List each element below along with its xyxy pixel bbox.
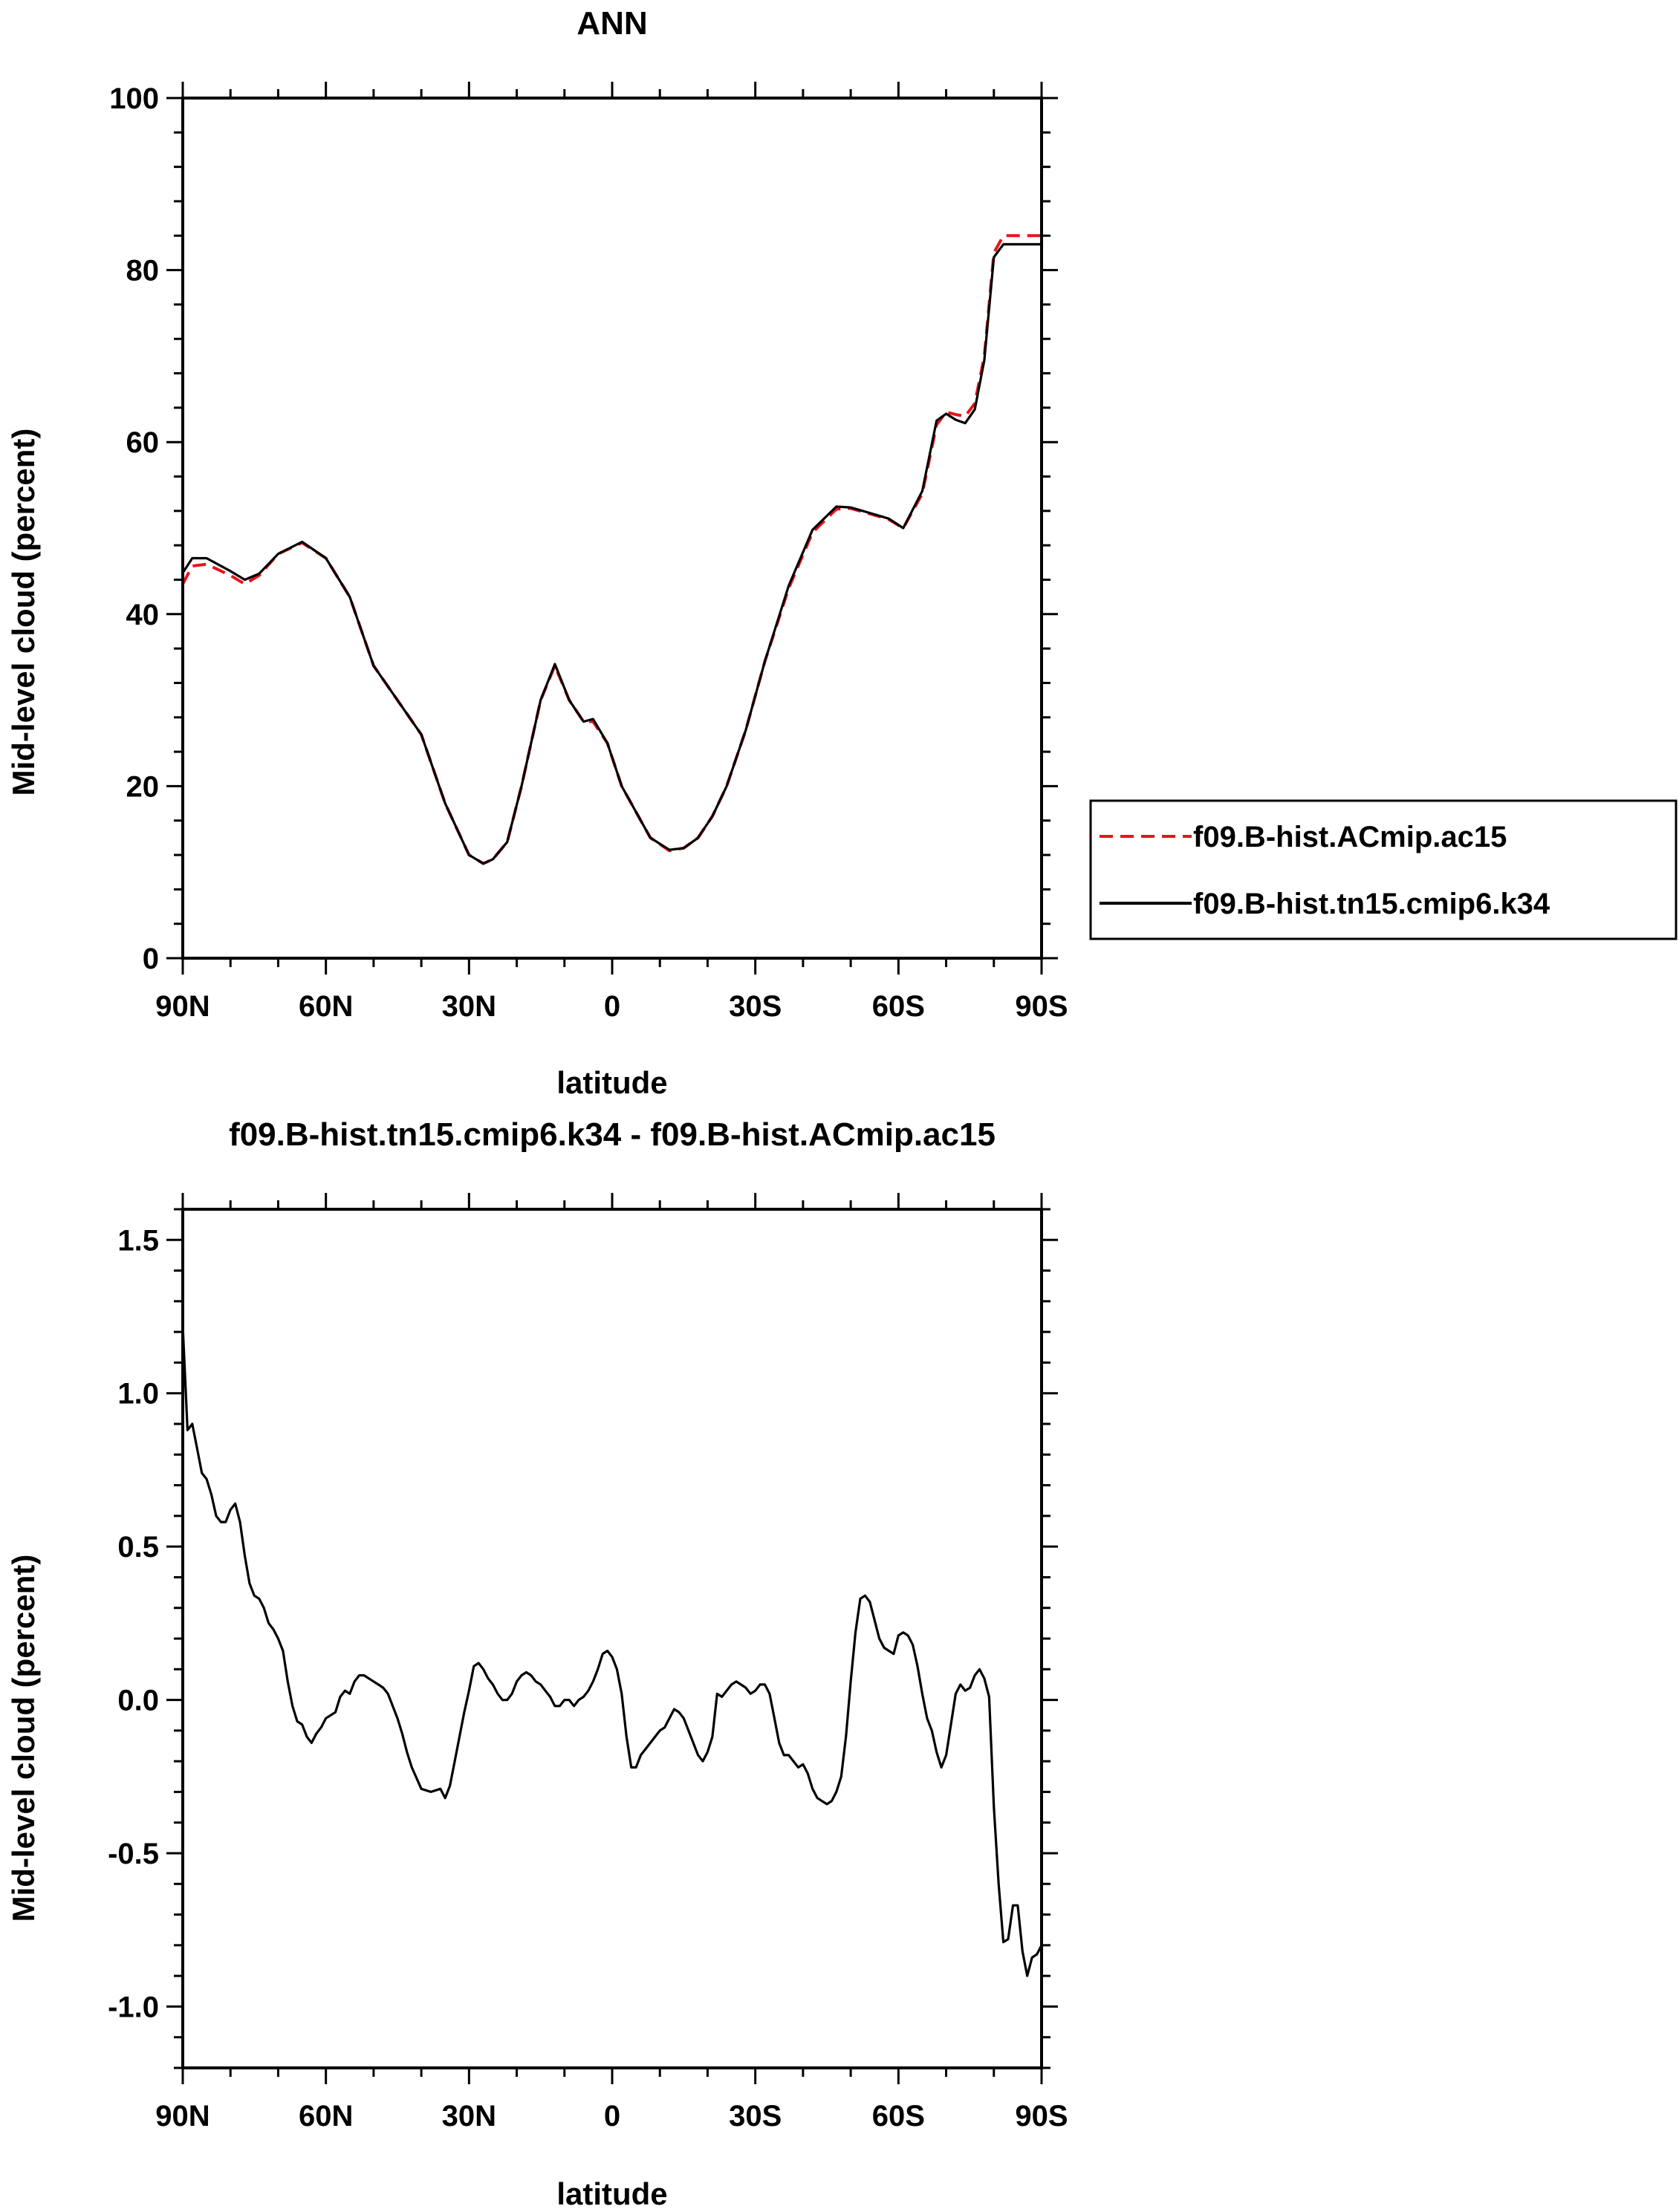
bottom-chart-ylabel: Mid-level cloud (percent) (6, 1555, 41, 1922)
x-tick-label: 30S (729, 990, 782, 1023)
top-chart-legend: f09.B-hist.ACmip.ac15 f09.B-hist.tn15.cm… (1089, 799, 1678, 940)
x-tick-label: 60N (299, 990, 353, 1023)
y-tick-label: 0.5 (117, 1531, 159, 1564)
bottom-chart-tick-labels: 90N 60N 30N 0 30S 60S 90S -1.0 -0.5 0.0 0.5 1.0 1.5 (108, 1224, 1068, 2133)
top-chart-series (181, 234, 1042, 865)
legend-label-acmip: f09.B-hist.ACmip.ac15 (1193, 821, 1507, 853)
x-tick-label: 90S (1015, 990, 1068, 1023)
bottom-chart-series (181, 1325, 1043, 1977)
x-tick-label: 60S (872, 990, 925, 1023)
top-chart-ticks (166, 82, 1058, 975)
series-line-f09-b-hist-tn15-cmip6-k34-f09-b-hist-acmip-ac15 (181, 1325, 1043, 1977)
x-tick-label: 90S (1015, 2100, 1068, 2133)
x-tick-label: 0 (604, 990, 620, 1023)
top-chart-xlabel: latitude (556, 1065, 667, 1100)
x-tick-label: 90N (155, 990, 210, 1023)
bottom-chart-title: f09.B-hist.tn15.cmip6.k34 - f09.B-hist.A… (229, 1116, 996, 1153)
top-chart-tick-labels: 90N 60N 30N 0 30S 60S 90S 0 20 40 60 80 100 (109, 82, 1068, 1023)
series-line-f09-b-hist-tn15-cmip6-k34 (181, 243, 1042, 865)
top-chart-frame (181, 97, 1043, 960)
y-tick-label: 100 (109, 82, 159, 115)
bottom-chart: f09.B-hist.tn15.cmip6.k34 - f09.B-hist.A… (6, 1116, 1068, 2211)
bottom-chart-frame (181, 1208, 1043, 2069)
y-tick-label: 40 (126, 599, 160, 631)
y-tick-label: 20 (126, 770, 160, 803)
top-chart: ANN latitude Mid-level cloud (percent) 9… (6, 5, 1678, 1100)
legend-label-cmip6: f09.B-hist.tn15.cmip6.k34 (1193, 888, 1550, 920)
y-tick-label: -0.5 (108, 1838, 159, 1870)
bottom-chart-ticks (166, 1193, 1058, 2084)
y-tick-label: 1.0 (117, 1378, 159, 1411)
x-tick-label: 90N (155, 2100, 210, 2133)
y-tick-label: 60 (126, 426, 160, 459)
y-tick-label: 0 (143, 943, 159, 975)
top-chart-ylabel: Mid-level cloud (percent) (6, 429, 41, 796)
top-chart-title: ANN (577, 5, 647, 42)
y-tick-label: 80 (126, 255, 160, 287)
y-tick-label: -1.0 (108, 1991, 159, 2023)
x-tick-label: 30S (729, 2100, 782, 2133)
x-tick-label: 0 (604, 2100, 620, 2133)
y-tick-label: 0.0 (117, 1685, 159, 1717)
y-tick-label: 1.5 (117, 1224, 159, 1257)
x-tick-label: 60S (872, 2100, 925, 2133)
x-tick-label: 60N (299, 2100, 353, 2133)
x-tick-label: 30N (442, 2100, 496, 2133)
bottom-chart-xlabel: latitude (556, 2176, 667, 2211)
x-tick-label: 30N (442, 990, 496, 1023)
legend-box (1089, 799, 1678, 940)
